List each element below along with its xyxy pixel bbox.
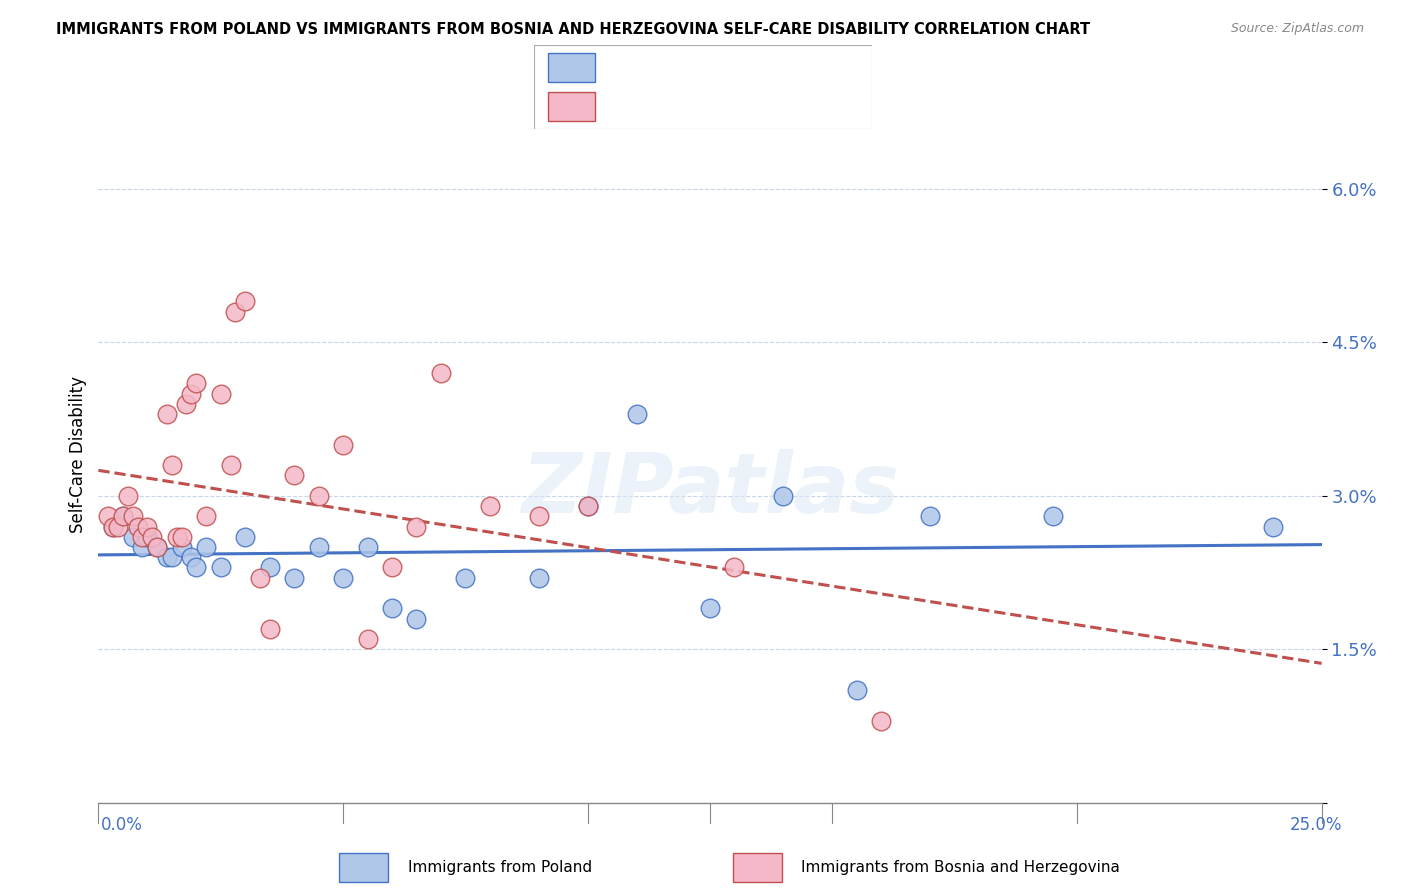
- Point: [186, 560, 208, 574]
- Point: [180, 386, 202, 401]
- Point: [405, 519, 427, 533]
- Point: [478, 499, 501, 513]
- Point: [160, 550, 183, 565]
- Text: 37: 37: [780, 98, 801, 112]
- FancyBboxPatch shape: [339, 854, 388, 881]
- Point: [845, 683, 868, 698]
- Point: [166, 530, 188, 544]
- Point: [308, 489, 330, 503]
- Point: [224, 304, 246, 318]
- Point: [527, 571, 550, 585]
- Point: [160, 458, 183, 472]
- Text: Source: ZipAtlas.com: Source: ZipAtlas.com: [1230, 22, 1364, 36]
- Text: 0.251: 0.251: [655, 60, 704, 75]
- Point: [576, 499, 599, 513]
- Point: [527, 509, 550, 524]
- Point: [249, 571, 271, 585]
- Point: [381, 601, 404, 615]
- Point: [111, 509, 134, 524]
- FancyBboxPatch shape: [548, 92, 595, 120]
- FancyBboxPatch shape: [733, 854, 782, 881]
- Point: [259, 622, 281, 636]
- Text: Immigrants from Poland: Immigrants from Poland: [408, 860, 592, 875]
- Point: [195, 540, 218, 554]
- Point: [699, 601, 721, 615]
- Y-axis label: Self-Care Disability: Self-Care Disability: [69, 376, 87, 533]
- Point: [283, 571, 305, 585]
- Point: [626, 407, 648, 421]
- Point: [454, 571, 477, 585]
- Point: [117, 489, 139, 503]
- Point: [180, 550, 202, 565]
- Point: [107, 519, 129, 533]
- Text: 25.0%: 25.0%: [1291, 816, 1343, 834]
- Point: [308, 540, 330, 554]
- Point: [209, 386, 232, 401]
- Point: [146, 540, 169, 554]
- Point: [772, 489, 794, 503]
- Point: [121, 509, 143, 524]
- Point: [170, 540, 193, 554]
- Point: [576, 499, 599, 513]
- Text: 31: 31: [780, 60, 801, 75]
- Point: [136, 530, 159, 544]
- Text: N =: N =: [737, 98, 770, 112]
- Point: [332, 571, 354, 585]
- Point: [723, 560, 745, 574]
- Text: N =: N =: [737, 60, 770, 75]
- Point: [1042, 509, 1064, 524]
- Point: [356, 540, 378, 554]
- Point: [176, 397, 198, 411]
- Point: [141, 530, 163, 544]
- Point: [121, 530, 143, 544]
- Point: [195, 509, 218, 524]
- Point: [283, 468, 305, 483]
- Text: Immigrants from Bosnia and Herzegovina: Immigrants from Bosnia and Herzegovina: [801, 860, 1121, 875]
- Point: [101, 519, 124, 533]
- Point: [156, 550, 179, 565]
- FancyBboxPatch shape: [548, 54, 595, 82]
- Text: R =: R =: [609, 98, 641, 112]
- Text: 0.0%: 0.0%: [101, 816, 143, 834]
- Point: [146, 540, 169, 554]
- Point: [920, 509, 942, 524]
- Point: [870, 714, 893, 728]
- Point: [209, 560, 232, 574]
- Point: [259, 560, 281, 574]
- Point: [131, 540, 153, 554]
- Point: [1261, 519, 1284, 533]
- Point: [131, 530, 153, 544]
- Point: [101, 519, 124, 533]
- Point: [233, 294, 256, 309]
- Point: [405, 612, 427, 626]
- Point: [170, 530, 193, 544]
- Point: [430, 366, 453, 380]
- Point: [111, 509, 134, 524]
- Point: [127, 519, 149, 533]
- Text: 0.154: 0.154: [655, 98, 704, 112]
- Text: ZIPatlas: ZIPatlas: [522, 450, 898, 530]
- Point: [332, 438, 354, 452]
- Point: [186, 376, 208, 391]
- Point: [136, 519, 159, 533]
- Point: [233, 530, 256, 544]
- Point: [156, 407, 179, 421]
- Point: [219, 458, 242, 472]
- Text: R =: R =: [609, 60, 641, 75]
- Point: [381, 560, 404, 574]
- FancyBboxPatch shape: [534, 45, 872, 129]
- Point: [356, 632, 378, 646]
- Text: IMMIGRANTS FROM POLAND VS IMMIGRANTS FROM BOSNIA AND HERZEGOVINA SELF-CARE DISAB: IMMIGRANTS FROM POLAND VS IMMIGRANTS FRO…: [56, 22, 1091, 37]
- Point: [97, 509, 120, 524]
